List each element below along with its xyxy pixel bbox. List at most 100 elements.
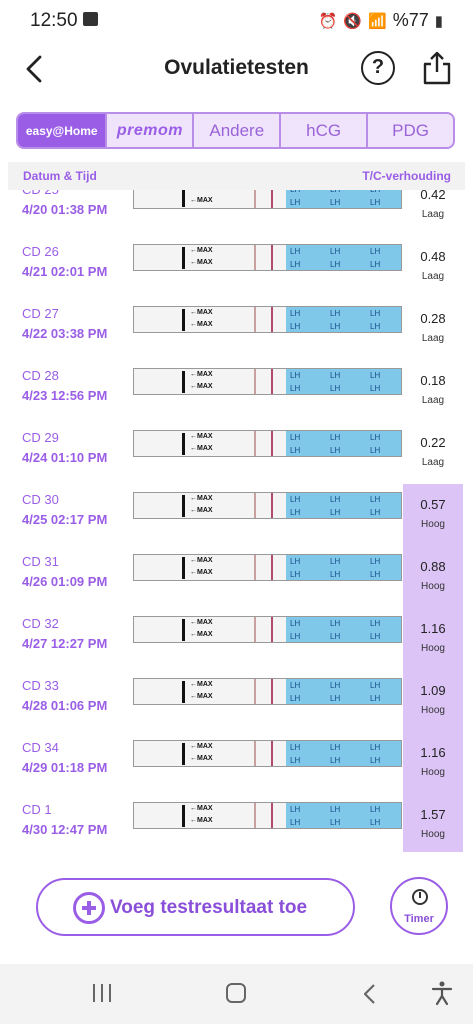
strip-max-label: ←MAX (190, 197, 213, 204)
strip-lh-label: LH (290, 247, 301, 256)
test-strip-image: ←MAX ←MAX LH LH LH LH LH LH (133, 678, 402, 705)
result-row[interactable]: CD 32 4/27 12:27 PM ←MAX ←MAX LH LH LH LH LH LH 1.… (0, 608, 473, 670)
timer-label: Timer (404, 913, 434, 925)
tc-ratio-value: 0.57 (420, 497, 446, 512)
tab-pdg[interactable]: PDG (392, 120, 429, 140)
plus-circle-icon (73, 892, 105, 924)
gallery-notification-icon (83, 12, 98, 26)
test-date-time: 4/22 03:38 PM (22, 326, 108, 341)
test-strip-image: ←MAX ←MAX LH LH LH LH LH LH (133, 740, 402, 767)
tc-ratio-cell: 1.16 Hoog (403, 732, 463, 794)
strip-result-window (134, 617, 286, 642)
strip-handle (286, 190, 401, 208)
result-row[interactable]: CD 34 4/29 01:18 PM ←MAX ←MAX LH LH LH LH LH LH 1.… (0, 732, 473, 794)
wifi-icon: 📶 (368, 12, 387, 30)
tab-hcg[interactable]: hCG (281, 114, 369, 147)
tc-ratio-value: 1.57 (420, 807, 446, 822)
strip-max-bar (182, 190, 185, 207)
tc-ratio-cell: 0.88 Hoog (403, 546, 463, 608)
strip-test-line (254, 190, 256, 208)
result-row[interactable]: CD 26 4/21 02:01 PM ←MAX ←MAX LH LH LH LH LH LH 0.… (0, 236, 473, 298)
result-row[interactable]: CD 30 4/25 02:17 PM ←MAX ←MAX LH LH LH LH LH LH 0.… (0, 484, 473, 546)
strip-lh-label: LH (290, 743, 301, 752)
add-test-result-button[interactable]: Voeg testresultaat toe (36, 878, 355, 936)
strip-lh-label: LH (330, 756, 341, 765)
result-row[interactable]: CD 25 4/20 01:38 PM ←MAX ←MAX LH LH LH LH LH LH 0.… (0, 190, 473, 236)
strip-lh-label: LH (370, 681, 381, 690)
strip-max-label: ←MAX (190, 681, 213, 688)
strip-lh-label: LH (370, 309, 381, 318)
status-icons: ⏰ 🔇 📶 %77 ▮ (319, 10, 443, 31)
tab-andere[interactable]: Andere (194, 114, 282, 147)
tc-ratio-value: 0.88 (420, 559, 446, 574)
result-row[interactable]: CD 33 4/28 01:06 PM ←MAX ←MAX LH LH LH LH LH LH 1.… (0, 670, 473, 732)
strip-max-bar (182, 743, 185, 765)
strip-test-line (254, 741, 256, 766)
cycle-day: CD 32 (22, 616, 59, 631)
cycle-day: CD 33 (22, 678, 59, 693)
result-row[interactable]: CD 31 4/26 01:09 PM ←MAX ←MAX LH LH LH LH LH LH 0.… (0, 546, 473, 608)
strip-test-line (254, 493, 256, 518)
cycle-day: CD 26 (22, 244, 59, 259)
strip-result-window (134, 741, 286, 766)
system-nav-bar (0, 964, 473, 1024)
strip-lh-label: LH (290, 260, 301, 269)
share-icon[interactable] (422, 50, 452, 86)
strip-control-line (271, 803, 273, 828)
test-results-list[interactable]: CD 25 4/20 01:38 PM ←MAX ←MAX LH LH LH LH LH LH 0.… (0, 190, 473, 852)
help-button[interactable]: ? (361, 51, 395, 85)
status-bar: 12:50 ⏰ 🔇 📶 %77 ▮ (0, 0, 473, 40)
strip-lh-label: LH (330, 743, 341, 752)
strip-result-window (134, 493, 286, 518)
cycle-day: CD 27 (22, 306, 59, 321)
home-icon[interactable] (226, 983, 246, 1003)
strip-handle (286, 741, 401, 766)
cycle-day: CD 34 (22, 740, 59, 755)
add-test-result-label: Voeg testresultaat toe (110, 897, 308, 918)
strip-max-bar (182, 309, 185, 331)
lh-level-label: Laag (421, 457, 445, 468)
strip-control-line (271, 245, 273, 270)
strip-lh-label: LH (330, 371, 341, 380)
strip-lh-label: LH (290, 619, 301, 628)
strip-control-line (271, 555, 273, 580)
tc-ratio-cell: 1.16 Hoog (403, 608, 463, 670)
recents-icon[interactable] (93, 984, 113, 1002)
strip-lh-label: LH (330, 619, 341, 628)
back-arrow-icon[interactable] (20, 52, 50, 86)
strip-lh-label: LH (370, 570, 381, 579)
strip-handle (286, 555, 401, 580)
strip-lh-label: LH (290, 433, 301, 442)
test-date-time: 4/28 01:06 PM (22, 698, 108, 713)
result-row[interactable]: CD 1 4/30 12:47 PM ←MAX ←MAX LH LH LH LH LH LH 1.5… (0, 794, 473, 852)
test-date-time: 4/23 12:56 PM (22, 388, 108, 403)
strip-lh-label: LH (330, 805, 341, 814)
test-strip-image: ←MAX ←MAX LH LH LH LH LH LH (133, 554, 402, 581)
tab-easy-at-home[interactable]: easy@Home (18, 114, 108, 147)
tc-ratio-value: 0.42 (420, 190, 446, 202)
strip-lh-label: LH (370, 743, 381, 752)
mute-icon: 🔇 (343, 12, 363, 30)
strip-max-bar (182, 433, 185, 455)
lh-level-label: Laag (421, 271, 445, 282)
strip-lh-label: LH (290, 198, 301, 207)
test-date-time: 4/30 12:47 PM (22, 822, 108, 837)
timer-button[interactable]: Timer (390, 877, 448, 935)
lh-level-label: Hoog (421, 767, 445, 778)
test-strip-image: ←MAX ←MAX LH LH LH LH LH LH (133, 306, 402, 333)
tab-premom[interactable]: premom (107, 114, 195, 147)
strip-max-label: ←MAX (190, 321, 213, 328)
result-row[interactable]: CD 28 4/23 12:56 PM ←MAX ←MAX LH LH LH LH LH LH 0.… (0, 360, 473, 422)
cycle-day: CD 31 (22, 554, 59, 569)
strip-lh-label: LH (330, 309, 341, 318)
strip-control-line (271, 617, 273, 642)
column-header: Datum & Tijd T/C-verhouding (8, 162, 465, 190)
test-strip-image: ←MAX ←MAX LH LH LH LH LH LH (133, 492, 402, 519)
battery-icon: ▮ (434, 12, 443, 30)
strip-lh-label: LH (370, 371, 381, 380)
tc-ratio-value: 0.22 (420, 435, 446, 450)
accessibility-icon[interactable] (430, 980, 454, 1006)
result-row[interactable]: CD 27 4/22 03:38 PM ←MAX ←MAX LH LH LH LH LH LH 0.… (0, 298, 473, 360)
result-row[interactable]: CD 29 4/24 01:10 PM ←MAX ←MAX LH LH LH LH LH LH 0.… (0, 422, 473, 484)
nav-back-icon[interactable] (360, 982, 380, 1006)
